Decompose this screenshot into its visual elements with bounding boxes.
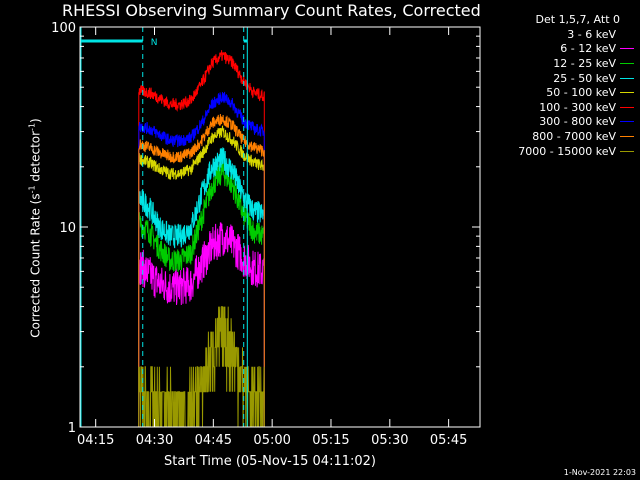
legend-swatch-2 (620, 62, 634, 64)
series-line-1 (138, 222, 265, 427)
x-tick-label-1: 04:30 (136, 433, 173, 448)
chart-title: RHESSI Observing Summary Count Rates, Co… (62, 1, 481, 20)
legend-label-0: 3 - 6 keV (567, 27, 616, 41)
legend-label-1: 6 - 12 keV (560, 42, 616, 56)
plot-frame (79, 26, 481, 428)
y-axis-label-exp-2: -1 (27, 122, 37, 131)
legend-label-8: 7000 - 15000 keV (518, 144, 616, 158)
legend-swatch-5 (620, 106, 634, 108)
x-tick-label-6: 05:45 (430, 433, 467, 448)
y-axis-label-prefix: Corrected Count Rate (s (28, 193, 43, 338)
y-axis-label-exp-1: -1 (27, 185, 37, 194)
y-axis-label: Corrected Count Rate (s-1 detector-1) (28, 118, 43, 337)
legend-entry-1: 6 - 12 keV (484, 42, 634, 57)
flag-label-n: N (151, 38, 158, 48)
legend-label-6: 300 - 800 keV (539, 115, 616, 129)
x-tick-label-4: 05:15 (312, 433, 349, 448)
legend-swatch-1 (620, 48, 634, 50)
y-tick-label-0: 1 (68, 421, 76, 436)
legend-swatch-0 (620, 33, 634, 35)
x-axis-label: Start Time (05-Nov-15 04:11:02) (164, 454, 376, 469)
y-tick-label-2: 100 (51, 21, 76, 36)
legend-swatch-7 (620, 135, 634, 137)
series-line-5 (138, 50, 265, 427)
observing-markers: N (80, 27, 248, 427)
y-tick-label-1: 10 (59, 221, 76, 236)
legend-label-4: 50 - 100 keV (546, 86, 616, 100)
x-tick-label-2: 04:45 (195, 433, 232, 448)
y-axis-label-mid: detector (28, 130, 43, 186)
legend: Det 1,5,7, Att 0 3 - 6 keV 6 - 12 keV 12 -… (484, 13, 634, 158)
legend-entry-5: 100 - 300 keV (484, 100, 634, 115)
series-line-8 (138, 306, 265, 428)
legend-label-2: 12 - 25 keV (553, 56, 616, 70)
legend-swatch-6 (620, 121, 634, 123)
legend-label-3: 25 - 50 keV (553, 71, 616, 85)
legend-swatch-3 (620, 77, 634, 79)
axes: 04:15 04:30 04:45 05:00 05:15 05:30 05:45 1 10 10… (51, 21, 481, 448)
legend-entries: 3 - 6 keV 6 - 12 keV 12 - 25 keV 25 - 50 ke… (484, 27, 634, 158)
x-tick-label-3: 05:00 (253, 433, 290, 448)
series-line-2 (138, 160, 265, 427)
y-axis-label-suffix: ) (28, 118, 43, 123)
legend-header: Det 1,5,7, Att 0 (535, 13, 620, 26)
legend-entry-8: 7000 - 15000 keV (484, 144, 634, 159)
legend-label-5: 100 - 300 keV (539, 100, 616, 114)
series-line-0 (138, 80, 265, 427)
legend-swatch-8 (620, 150, 634, 152)
x-tick-label-0: 04:15 (77, 433, 114, 448)
legend-entry-3: 25 - 50 keV (484, 71, 634, 86)
legend-entry-6: 300 - 800 keV (484, 115, 634, 130)
data-series (138, 50, 265, 428)
legend-entry-7: 800 - 7000 keV (484, 129, 634, 144)
legend-label-7: 800 - 7000 keV (532, 129, 616, 143)
legend-entry-2: 12 - 25 keV (484, 56, 634, 71)
x-tick-label-5: 05:30 (371, 433, 408, 448)
legend-entry-0: 3 - 6 keV (484, 27, 634, 42)
timestamp: 1-Nov-2021 22:03 (563, 468, 636, 477)
legend-entry-4: 50 - 100 keV (484, 85, 634, 100)
series-line-3 (138, 147, 265, 427)
legend-swatch-4 (620, 92, 634, 94)
